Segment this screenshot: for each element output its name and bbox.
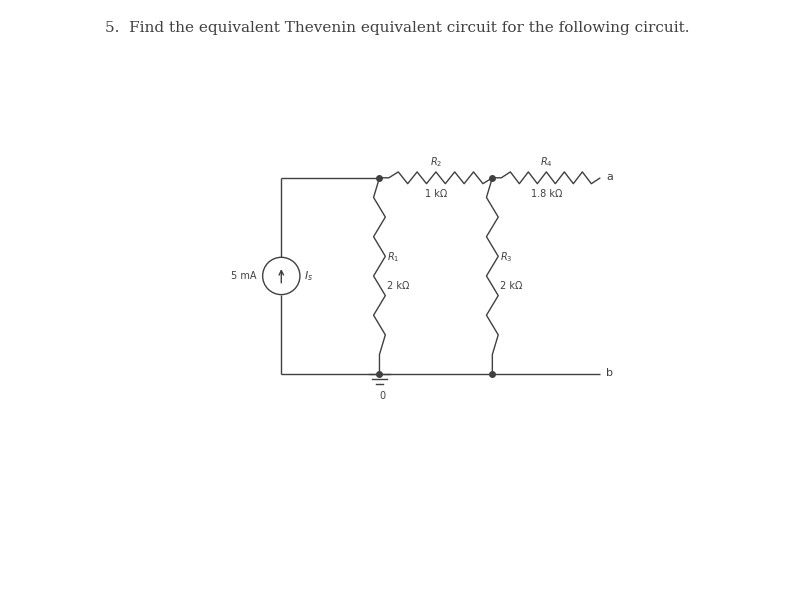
Text: 1 kΩ: 1 kΩ — [425, 189, 447, 198]
Text: 1.8 kΩ: 1.8 kΩ — [531, 189, 562, 198]
Text: b: b — [606, 368, 613, 378]
Text: $R_1$: $R_1$ — [387, 250, 399, 264]
Text: 2 kΩ: 2 kΩ — [499, 281, 522, 291]
Text: $R_2$: $R_2$ — [430, 155, 442, 169]
Text: 5 mA: 5 mA — [231, 271, 257, 281]
Text: 0: 0 — [380, 391, 386, 401]
Text: $I_s$: $I_s$ — [304, 269, 313, 283]
Text: 2 kΩ: 2 kΩ — [387, 281, 409, 291]
Text: a: a — [606, 172, 613, 182]
Text: $R_3$: $R_3$ — [499, 250, 512, 264]
Text: $R_4$: $R_4$ — [540, 155, 553, 169]
Text: 5.  Find the equivalent Thevenin equivalent circuit for the following circuit.: 5. Find the equivalent Thevenin equivale… — [105, 21, 689, 35]
